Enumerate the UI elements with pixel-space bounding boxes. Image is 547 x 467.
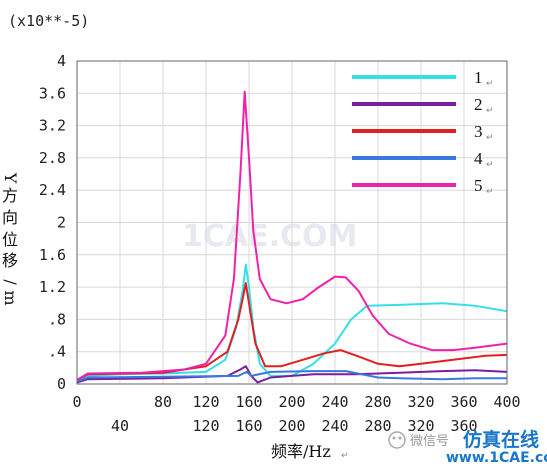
x-tick-labels: 0 80 120 160 200 240 280 320 360 400 40 120 160 200 24… bbox=[72, 393, 520, 435]
x-tick-label: 240 bbox=[321, 417, 348, 435]
y-axis-label-char: m bbox=[1, 290, 20, 305]
footer-brand: 仿真在线 bbox=[463, 428, 539, 451]
y-multiplier: (x10**-5) bbox=[8, 12, 89, 30]
y-tick-label: 2 bbox=[57, 214, 66, 232]
legend-label-4: 4 bbox=[474, 149, 483, 168]
legend: 1 ↵2 ↵3 ↵4 ↵5 ↵ bbox=[352, 68, 494, 197]
y-tick-label: .8 bbox=[48, 310, 66, 328]
series-line-4 bbox=[76, 370, 507, 383]
y-tick-label: .4 bbox=[48, 343, 66, 361]
legend-label-3: 3 bbox=[474, 122, 483, 141]
y-axis-label-char: 方 bbox=[2, 186, 18, 205]
y-axis-label-char: 向 bbox=[2, 208, 18, 227]
y-tick-label: 1.2 bbox=[39, 278, 66, 296]
x-tick-label: 160 bbox=[235, 393, 262, 411]
legend-label-mark: ↵ bbox=[486, 187, 494, 197]
x-tick-label: 200 bbox=[278, 417, 305, 435]
x-tick-label: 320 bbox=[407, 393, 434, 411]
y-tick-label: 1.6 bbox=[39, 246, 66, 264]
wechat-icon bbox=[388, 431, 406, 449]
x-tick-label: 200 bbox=[278, 393, 305, 411]
series-line-2 bbox=[76, 365, 508, 384]
x-tick-label: 400 bbox=[493, 393, 520, 411]
x-tick-label: 120 bbox=[192, 393, 219, 411]
y-tick-label: 4 bbox=[57, 52, 66, 70]
legend-label-mark: ↵ bbox=[486, 106, 494, 116]
legend-label-2: 2 bbox=[474, 95, 483, 114]
series-line-3 bbox=[76, 282, 508, 381]
legend-label-1: 1 bbox=[474, 68, 483, 87]
legend-label-mark: ↵ bbox=[486, 79, 494, 89]
plot-frame bbox=[76, 60, 508, 385]
series-line-5 bbox=[76, 90, 508, 381]
footer-site: www.1CAE.com bbox=[446, 450, 547, 466]
x-axis-label-mark: ↵ bbox=[341, 451, 349, 461]
x-tick-label: 120 bbox=[192, 417, 219, 435]
y-tick-label: 2.8 bbox=[39, 149, 66, 167]
wechat-icon-dot bbox=[392, 436, 396, 440]
x-tick-label: 160 bbox=[235, 417, 262, 435]
watermark: 1CAE.COM bbox=[182, 219, 357, 254]
x-tick-label: 360 bbox=[450, 417, 477, 435]
grid bbox=[77, 61, 507, 384]
x-tick-label: 320 bbox=[407, 417, 434, 435]
wechat-icon-dot bbox=[398, 436, 402, 440]
x-axis-label: 频率/Hz bbox=[271, 442, 331, 461]
y-axis-label-char: 位 bbox=[2, 230, 18, 249]
footer-logo: 微信号 仿真在线 www.1CAE.com bbox=[388, 428, 547, 466]
y-axis-label-char: 移 bbox=[2, 251, 18, 270]
footer-wechat-label: 微信号 bbox=[410, 434, 449, 449]
y-tick-label: 3.2 bbox=[39, 117, 66, 135]
y-axis-label-char: Y bbox=[1, 172, 20, 184]
x-tick-label: 40 bbox=[111, 417, 129, 435]
x-tick-label: 0 bbox=[72, 393, 81, 411]
y-axis-label-char: / bbox=[1, 279, 20, 285]
y-tick-label: 0 bbox=[57, 375, 66, 393]
y-tick-label: 3.6 bbox=[39, 84, 66, 102]
y-tick-label: 2.4 bbox=[39, 181, 66, 199]
x-tick-label: 280 bbox=[364, 393, 391, 411]
x-tick-label: 240 bbox=[321, 393, 348, 411]
legend-label-mark: ↵ bbox=[486, 133, 494, 143]
y-tick-labels: 4 3.6 3.2 2.8 2.4 2 1.6 1.2 .8 .4 0 bbox=[39, 52, 66, 393]
x-tick-label: 280 bbox=[364, 417, 391, 435]
x-tick-label: 80 bbox=[154, 393, 172, 411]
x-tick-label: 360 bbox=[450, 393, 477, 411]
legend-label-mark: ↵ bbox=[486, 160, 494, 170]
series-lines bbox=[76, 90, 508, 384]
legend-label-5: 5 bbox=[474, 176, 483, 195]
